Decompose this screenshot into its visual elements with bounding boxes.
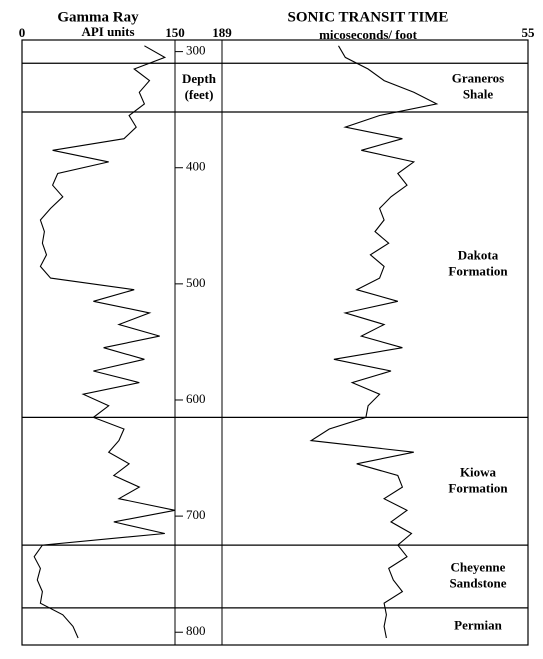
formation-name: Sandstone (449, 575, 506, 590)
depth-tick-label: 800 (186, 623, 206, 638)
depth-tick-label: 300 (186, 43, 206, 58)
frame (21, 39, 529, 646)
formation-name: Cheyenne (451, 559, 506, 574)
formation-name: Dakota (458, 248, 499, 263)
formation-name: Shale (463, 87, 494, 102)
log-curve (309, 45, 439, 639)
x-tick-label: 0 (19, 25, 26, 40)
log-curve (33, 45, 176, 639)
depth-tick-label: 400 (186, 159, 206, 174)
depth-tick-label: 700 (186, 507, 206, 522)
depth-label: (feet) (185, 87, 214, 102)
x-tick-label: 189 (212, 25, 232, 40)
track-units: API units (81, 24, 134, 39)
track-title: Gamma Ray (57, 9, 139, 25)
formation-name: Formation (448, 480, 508, 495)
formation-name: Kiowa (460, 464, 497, 479)
depth-tick-label: 600 (186, 391, 206, 406)
x-tick-label: 150 (165, 25, 185, 40)
depth-tick-label: 500 (186, 275, 206, 290)
track-title: SONIC TRANSIT TIME (288, 9, 449, 25)
formation-name: Formation (448, 264, 508, 279)
formation-name: Graneros (452, 71, 504, 86)
formation-name: Permian (454, 617, 502, 632)
depth-label: Depth (182, 71, 217, 86)
track-units: micoseconds/ foot (319, 27, 418, 42)
x-tick-label: 55 (522, 25, 536, 40)
